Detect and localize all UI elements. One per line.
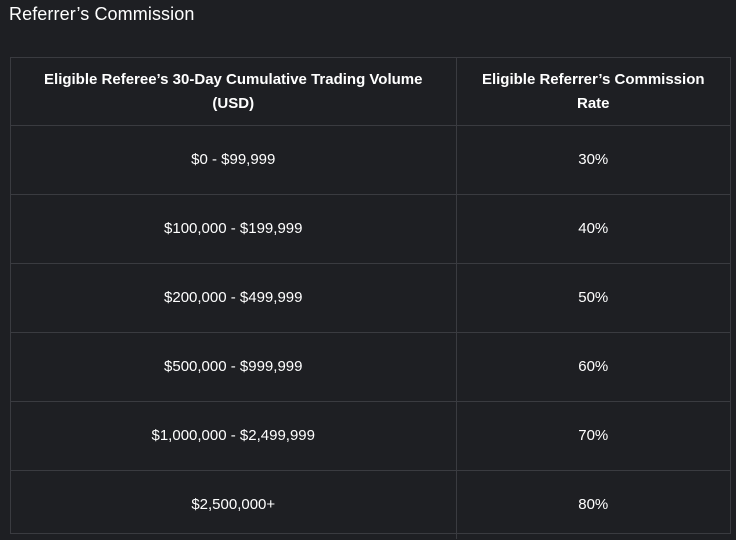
commission-rate-cell: 80%: [455, 470, 730, 539]
commission-rate-cell: 50%: [455, 263, 730, 333]
table-row: $200,000 - $499,999 50%: [11, 263, 730, 333]
commission-rate-cell: 70%: [455, 401, 730, 471]
trading-volume-cell: $2,500,000+: [11, 470, 457, 539]
table-header: Eligible Referee’s 30-Day Cumulative Tra…: [11, 58, 730, 126]
commission-rate-cell: 60%: [455, 332, 730, 402]
trading-volume-cell: $200,000 - $499,999: [11, 263, 457, 333]
table-row: $2,500,000+ 80%: [11, 470, 730, 539]
table-row: $500,000 - $999,999 60%: [11, 332, 730, 402]
commission-rate-cell: 40%: [455, 194, 730, 264]
column-header-trading-volume: Eligible Referee’s 30-Day Cumulative Tra…: [11, 58, 457, 126]
trading-volume-cell: $500,000 - $999,999: [11, 332, 457, 402]
trading-volume-cell: $1,000,000 - $2,499,999: [11, 401, 457, 471]
page-title: Referrer’s Commission: [9, 4, 195, 24]
trading-volume-cell: $100,000 - $199,999: [11, 194, 457, 264]
commission-rate-cell: 30%: [455, 125, 730, 195]
commission-table-container: Eligible Referee’s 30-Day Cumulative Tra…: [10, 57, 731, 539]
column-header-commission-rate: Eligible Referrer’s Commission Rate: [455, 58, 730, 126]
header-row: Eligible Referee’s 30-Day Cumulative Tra…: [11, 58, 730, 126]
table-row: $100,000 - $199,999 40%: [11, 194, 730, 264]
commission-table: Eligible Referee’s 30-Day Cumulative Tra…: [11, 58, 730, 539]
trading-volume-cell: $0 - $99,999: [11, 125, 457, 195]
table-body: $0 - $99,999 30% $100,000 - $199,999 40%…: [11, 125, 730, 539]
table-row: $0 - $99,999 30%: [11, 125, 730, 195]
table-row: $1,000,000 - $2,499,999 70%: [11, 401, 730, 471]
